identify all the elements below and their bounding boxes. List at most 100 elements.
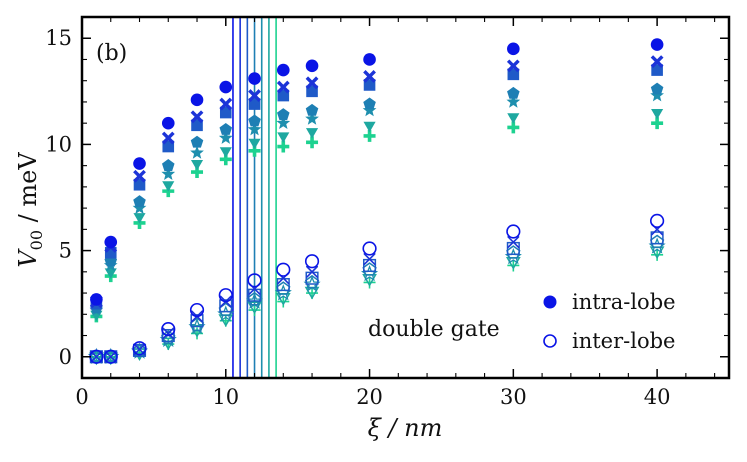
intra-point-triangle-down bbox=[133, 213, 146, 224]
intra-point-star bbox=[247, 122, 262, 136]
inter-point-pentagon bbox=[506, 245, 521, 259]
intra-point-x bbox=[248, 89, 261, 102]
intra-point-triangle-down bbox=[219, 147, 232, 158]
inter-point-circle bbox=[161, 322, 176, 337]
intra-point-x bbox=[219, 97, 233, 111]
axis-ticks: 0 10 20 30 40 0 5 10 15 bbox=[45, 17, 729, 409]
intra-point-triangle-down bbox=[190, 160, 204, 171]
inter-point-circle bbox=[506, 224, 521, 239]
inter-point-square bbox=[190, 314, 204, 328]
intra-point-pentagon bbox=[161, 159, 175, 171]
intra-point-circle bbox=[190, 93, 204, 107]
intra-point-star bbox=[362, 103, 377, 117]
intra-point-pentagon bbox=[507, 86, 520, 99]
intra-point-square bbox=[277, 89, 290, 102]
intra-point-pentagon bbox=[133, 195, 146, 208]
intra-point-x bbox=[276, 80, 290, 94]
x-tick-label: 30 bbox=[500, 385, 527, 409]
x-tick-label: 40 bbox=[644, 385, 671, 409]
intra-point-x bbox=[506, 59, 520, 73]
plot-frame bbox=[80, 15, 731, 380]
intra-lobe-series bbox=[89, 38, 664, 323]
inter-point-pentagon bbox=[362, 262, 377, 276]
intra-point-x bbox=[650, 55, 664, 68]
intra-point-x bbox=[363, 70, 376, 83]
intra-point-pentagon bbox=[650, 82, 664, 95]
intra-point-x bbox=[161, 131, 175, 145]
intra-point-circle bbox=[161, 116, 175, 130]
intra-point-pentagon bbox=[305, 103, 319, 116]
intra-point-triangle-down bbox=[305, 128, 319, 139]
intra-point-circle bbox=[363, 53, 376, 66]
intra-point-circle bbox=[507, 42, 520, 56]
inter-point-circle bbox=[132, 341, 147, 356]
legend-marker-inter bbox=[543, 334, 557, 348]
y-tick-label: 0 bbox=[59, 345, 72, 369]
intra-point-x bbox=[133, 169, 146, 183]
inter-point-x bbox=[90, 350, 103, 363]
inter-point-circle bbox=[650, 213, 665, 228]
inter-point-pentagon bbox=[649, 234, 665, 249]
intra-point-x bbox=[190, 110, 204, 124]
inter-point-x bbox=[104, 350, 117, 363]
inter-point-circle bbox=[247, 273, 262, 288]
intra-point-square bbox=[363, 79, 376, 91]
intra-point-circle bbox=[305, 59, 319, 73]
y-tick-label: 15 bbox=[45, 26, 72, 50]
intra-point-triangle-down bbox=[651, 109, 664, 120]
intra-point-square bbox=[104, 246, 117, 259]
intra-point-circle bbox=[104, 235, 118, 249]
intra-point-circle bbox=[276, 63, 290, 77]
intra-point-pentagon bbox=[248, 114, 261, 127]
intra-point-pentagon bbox=[363, 97, 376, 110]
x-axis-label-text: ξ / nm bbox=[368, 414, 443, 442]
intra-point-circle bbox=[133, 157, 146, 170]
intra-point-triangle-down bbox=[104, 268, 117, 279]
annotation-double-gate: double gate bbox=[368, 317, 500, 342]
intra-point-triangle-down bbox=[363, 121, 376, 133]
legend-label-intra: intra-lobe bbox=[572, 290, 676, 314]
intra-point-pentagon bbox=[190, 135, 204, 148]
inter-point-circle bbox=[103, 349, 118, 364]
intra-point-circle bbox=[650, 38, 664, 51]
inter-point-triangle-down bbox=[247, 301, 262, 315]
inter-point-circle bbox=[362, 241, 377, 256]
inter-point-circle bbox=[304, 254, 320, 269]
intra-point-circle bbox=[248, 72, 261, 85]
inter-point-circle bbox=[218, 288, 233, 303]
intra-point-star bbox=[218, 130, 233, 144]
intra-point-triangle-down bbox=[248, 138, 261, 150]
intra-point-square bbox=[191, 119, 203, 132]
intra-point-x bbox=[305, 76, 319, 90]
intra-point-pentagon bbox=[219, 122, 233, 135]
intra-point-star bbox=[161, 166, 176, 180]
intra-point-triangle-down bbox=[507, 113, 520, 124]
inter-point-square bbox=[219, 299, 233, 313]
intra-point-square bbox=[133, 178, 146, 191]
x-axis-label: ξ / nm bbox=[368, 414, 443, 442]
intra-point-circle bbox=[219, 80, 233, 94]
intra-point-square bbox=[248, 98, 261, 110]
intra-point-square bbox=[306, 85, 318, 98]
intra-point-star bbox=[506, 94, 521, 108]
x-tick-label: 10 bbox=[212, 385, 239, 409]
intra-point-triangle-down bbox=[277, 132, 290, 143]
inter-point-circle bbox=[189, 302, 205, 318]
legend-label-inter: inter-lobe bbox=[572, 329, 675, 353]
intra-point-star bbox=[190, 145, 204, 159]
inter-point-x bbox=[306, 265, 319, 278]
intra-point-triangle-down bbox=[162, 181, 175, 192]
intra-point-pentagon bbox=[277, 108, 290, 121]
vertical-lines bbox=[232, 17, 277, 378]
inter-point-circle bbox=[276, 262, 291, 277]
inter-lobe-series bbox=[87, 213, 666, 366]
intra-point-circle bbox=[90, 293, 103, 306]
intra-point-star bbox=[305, 111, 319, 125]
inter-point-x bbox=[162, 327, 175, 340]
inter-point-x bbox=[507, 236, 520, 249]
intra-point-star bbox=[650, 88, 664, 102]
intra-point-star bbox=[276, 115, 291, 129]
inter-point-square bbox=[161, 328, 175, 343]
intra-point-square bbox=[219, 106, 232, 119]
